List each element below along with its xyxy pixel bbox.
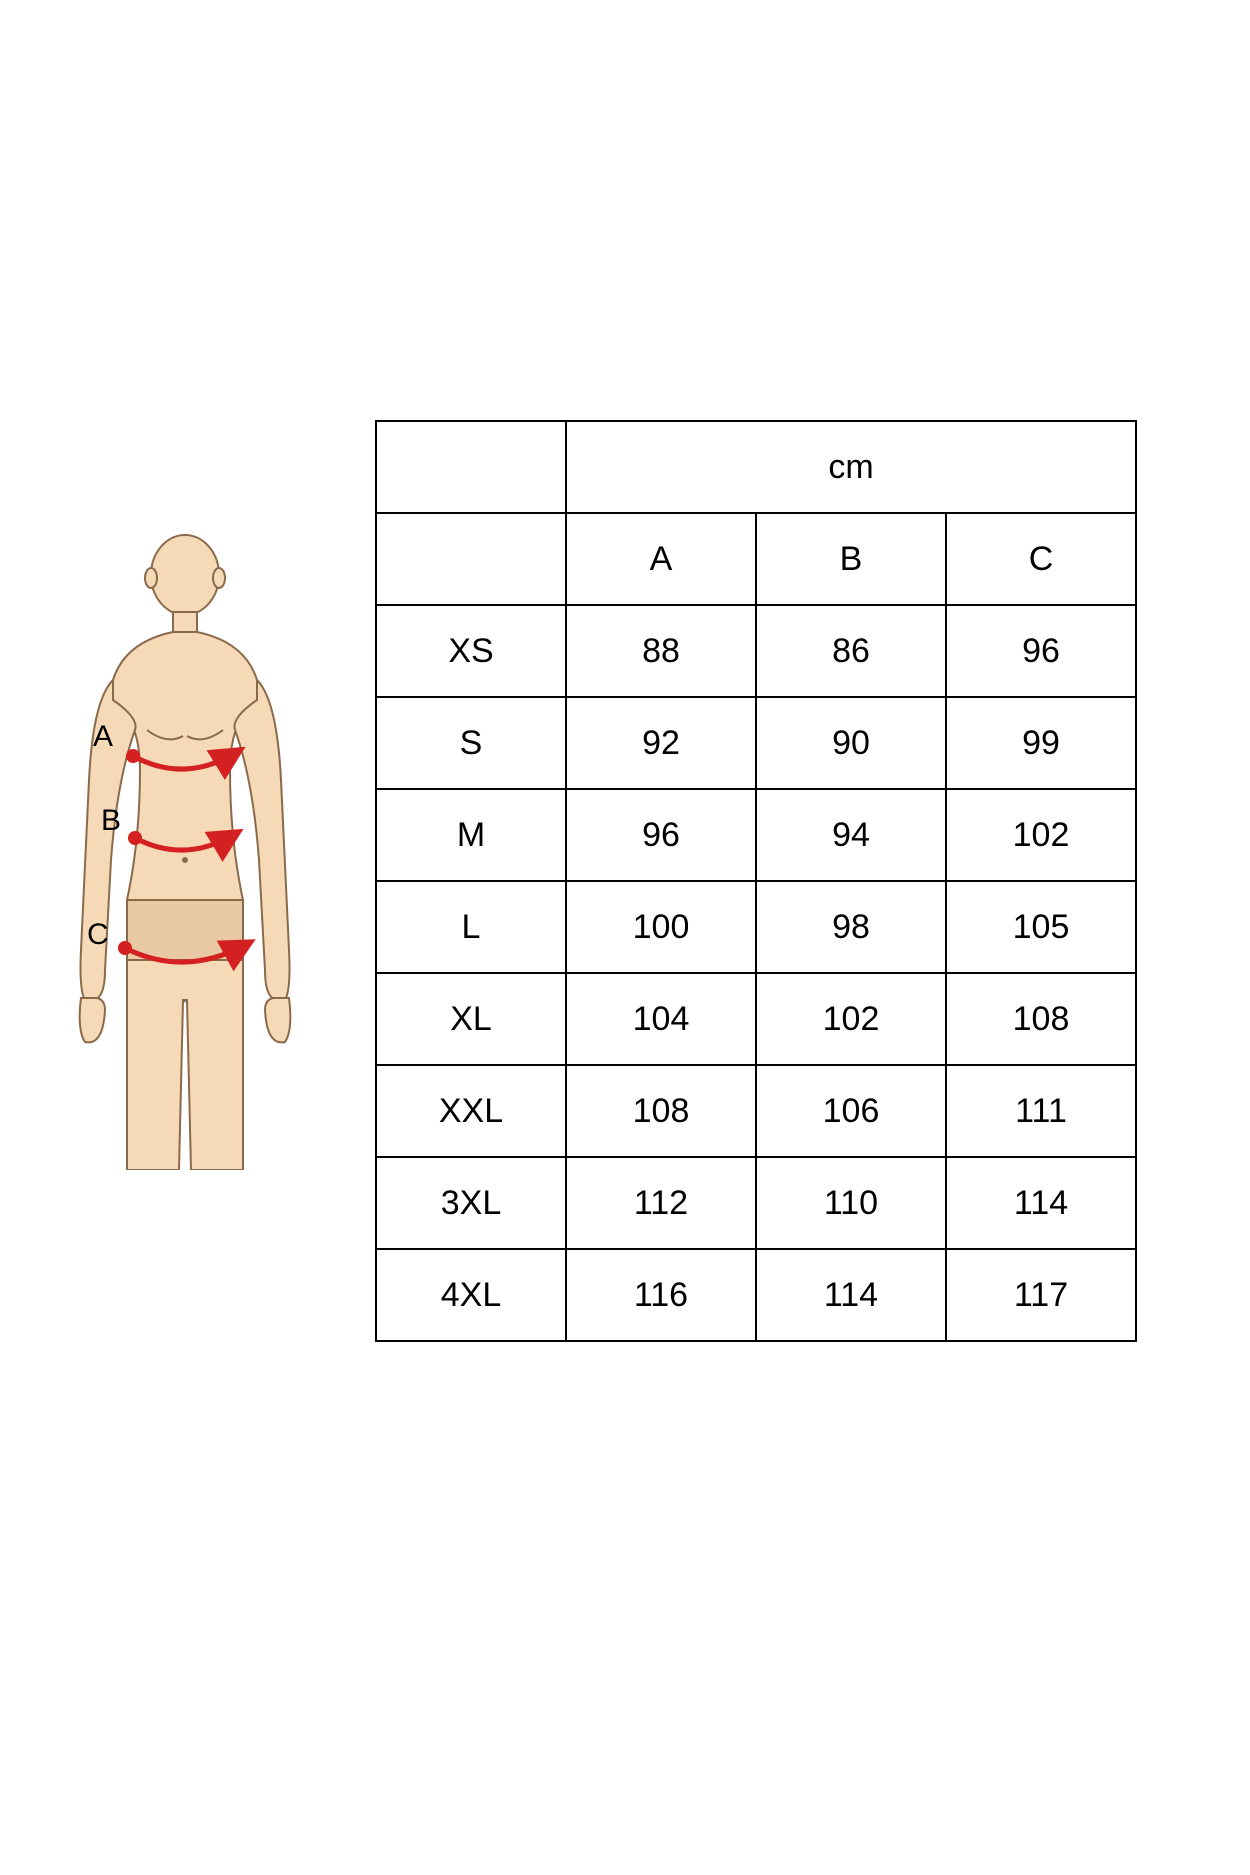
- size-table: cm A B C XS 88 86 96 S 92 90 99 M: [375, 420, 1137, 1342]
- table-row: XS 88 86 96: [376, 605, 1136, 697]
- cell-c: 117: [946, 1249, 1136, 1341]
- table-row: XL 104 102 108: [376, 973, 1136, 1065]
- cell-c: 105: [946, 881, 1136, 973]
- cell-size: XXL: [376, 1065, 566, 1157]
- figure-ear-right: [213, 568, 225, 588]
- cell-a: 88: [566, 605, 756, 697]
- cell-size: 3XL: [376, 1157, 566, 1249]
- cell-size: XL: [376, 973, 566, 1065]
- cell-c: 108: [946, 973, 1136, 1065]
- cell-a: 92: [566, 697, 756, 789]
- figure-legs: [127, 960, 243, 1170]
- body-measurement-figure: A B C: [55, 530, 315, 1170]
- table-header-size-empty: [376, 513, 566, 605]
- body-figure-svg: A B C: [55, 530, 315, 1170]
- cell-b: 90: [756, 697, 946, 789]
- table-row: 4XL 116 114 117: [376, 1249, 1136, 1341]
- cell-a: 112: [566, 1157, 756, 1249]
- figure-head: [151, 535, 219, 615]
- figure-neck: [173, 612, 197, 632]
- measure-label-c: C: [87, 918, 109, 951]
- cell-a: 104: [566, 973, 756, 1065]
- cell-b: 86: [756, 605, 946, 697]
- table-header-col-c: C: [946, 513, 1136, 605]
- size-chart-page: A B C cm A B C XS: [0, 0, 1250, 1875]
- table-row: XXL 108 106 111: [376, 1065, 1136, 1157]
- cell-size: L: [376, 881, 566, 973]
- size-table-wrap: cm A B C XS 88 86 96 S 92 90 99 M: [375, 420, 1135, 1342]
- cell-b: 114: [756, 1249, 946, 1341]
- table-row: 3XL 112 110 114: [376, 1157, 1136, 1249]
- figure-navel: [182, 857, 188, 863]
- cell-b: 102: [756, 973, 946, 1065]
- table-header-col-b: B: [756, 513, 946, 605]
- figure-hand-left: [80, 998, 105, 1042]
- cell-a: 100: [566, 881, 756, 973]
- cell-size: XS: [376, 605, 566, 697]
- cell-c: 114: [946, 1157, 1136, 1249]
- table-row-col-header: A B C: [376, 513, 1136, 605]
- figure-ear-left: [145, 568, 157, 588]
- cell-size: 4XL: [376, 1249, 566, 1341]
- table-row: L 100 98 105: [376, 881, 1136, 973]
- cell-a: 108: [566, 1065, 756, 1157]
- cell-c: 111: [946, 1065, 1136, 1157]
- cell-b: 98: [756, 881, 946, 973]
- cell-c: 99: [946, 697, 1136, 789]
- cell-a: 116: [566, 1249, 756, 1341]
- table-header-unit: cm: [566, 421, 1136, 513]
- cell-b: 94: [756, 789, 946, 881]
- table-row-unit-header: cm: [376, 421, 1136, 513]
- cell-c: 96: [946, 605, 1136, 697]
- table-row: M 96 94 102: [376, 789, 1136, 881]
- cell-c: 102: [946, 789, 1136, 881]
- cell-b: 106: [756, 1065, 946, 1157]
- cell-size: M: [376, 789, 566, 881]
- table-row: S 92 90 99: [376, 697, 1136, 789]
- measure-label-a: A: [93, 720, 113, 753]
- cell-size: S: [376, 697, 566, 789]
- cell-a: 96: [566, 789, 756, 881]
- measure-label-b: B: [101, 804, 121, 837]
- table-header-col-a: A: [566, 513, 756, 605]
- figure-hand-right: [265, 998, 290, 1042]
- table-header-empty: [376, 421, 566, 513]
- cell-b: 110: [756, 1157, 946, 1249]
